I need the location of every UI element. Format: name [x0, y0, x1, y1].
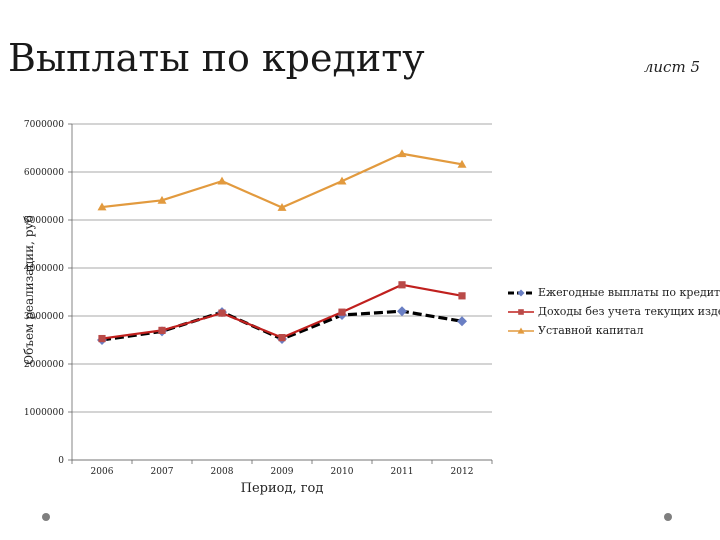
grid-lines: [68, 123, 492, 461]
legend-item: Ежегодные выплаты по кредиту: [508, 284, 720, 301]
data-point: [457, 316, 467, 327]
x-tick-label: 2008: [211, 467, 234, 477]
x-tick-label: 2012: [451, 467, 474, 477]
data-point: [397, 149, 407, 158]
chart-legend: Ежегодные выплаты по кредиту Доходы без у…: [508, 284, 720, 341]
data-point: [398, 281, 406, 289]
x-tick-label: 2010: [331, 467, 354, 477]
legend-label: Ежегодные выплаты по кредиту: [538, 286, 720, 299]
y-tick-label: 6000000: [24, 168, 64, 178]
y-tick-labels: 0 1000000 2000000 3000000 4000000 5000000 6000…: [24, 120, 64, 466]
y-tick-label: 3000000: [24, 312, 64, 322]
legend-swatch: [508, 327, 534, 334]
y-tick-label: 7000000: [24, 120, 64, 130]
data-point: [278, 334, 286, 342]
slide-corner-dot-left: [42, 513, 50, 521]
legend-swatch: [508, 308, 534, 315]
data-point: [97, 202, 107, 211]
x-tick-label: 2007: [151, 467, 174, 477]
x-tick-labels: 2006 2007 2008 2009 2010 2011 2012: [91, 467, 474, 477]
axes: [71, 124, 493, 464]
data-point: [217, 176, 227, 185]
legend-swatch: [508, 289, 534, 296]
legend-item: Доходы без учета текущих издержек: [508, 303, 720, 320]
slide-corner-dot-right: [664, 513, 672, 521]
data-point: [157, 195, 167, 204]
x-tick-label: 2011: [391, 467, 414, 477]
y-tick-label: 1000000: [24, 408, 64, 418]
y-axis-label: Объем реализации, руб: [22, 215, 36, 365]
x-tick-label: 2009: [271, 467, 294, 477]
series-3: [97, 149, 467, 211]
data-point: [218, 309, 226, 317]
data-point: [397, 306, 407, 317]
data-point: [457, 159, 467, 168]
legend-item: Уставной капитал: [508, 322, 720, 339]
series-2: [98, 281, 466, 343]
series-line: [101, 152, 463, 209]
data-point: [458, 292, 466, 300]
y-tick-label: 0: [58, 456, 64, 466]
legend-label: Доходы без учета текущих издержек: [538, 305, 720, 318]
data-point: [158, 326, 166, 334]
data-point: [338, 308, 346, 316]
data-point: [277, 203, 287, 211]
series-lines: [97, 149, 467, 345]
sheet-label: лист 5: [643, 58, 700, 76]
x-tick-label: 2006: [91, 467, 114, 477]
data-point: [337, 176, 347, 185]
y-tick-label: 5000000: [24, 216, 64, 226]
data-point: [98, 334, 106, 343]
y-tick-label: 2000000: [24, 360, 64, 370]
slide-title: Выплаты по кредиту: [8, 36, 425, 80]
legend-label: Уставной капитал: [538, 324, 644, 337]
y-tick-label: 4000000: [24, 264, 64, 274]
x-axis-label: Период, год: [241, 481, 324, 496]
